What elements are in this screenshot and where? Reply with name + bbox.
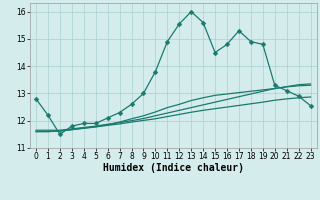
X-axis label: Humidex (Indice chaleur): Humidex (Indice chaleur) bbox=[103, 162, 244, 173]
